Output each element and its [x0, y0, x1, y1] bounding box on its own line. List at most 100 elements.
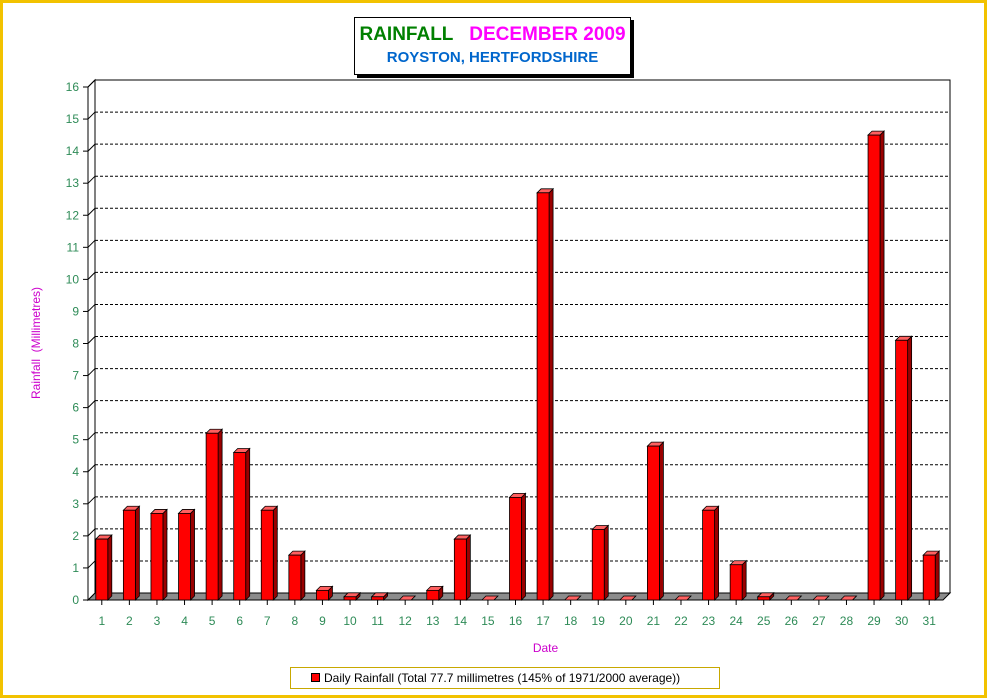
y-tick-label: 10 — [66, 272, 80, 286]
bar — [536, 192, 550, 601]
bar-side — [300, 550, 306, 601]
x-tick-label: 21 — [647, 614, 661, 628]
gridline-diagonal — [87, 528, 96, 537]
bar-top — [398, 595, 417, 601]
bar — [260, 509, 274, 601]
x-tick-label: 8 — [292, 614, 299, 628]
title-rainfall: RAINFALL — [359, 24, 454, 45]
gridline-diagonal — [87, 111, 96, 120]
x-tick-label: 6 — [236, 614, 243, 628]
bar-side — [548, 187, 554, 601]
bar — [316, 589, 329, 601]
bar — [150, 513, 164, 601]
bar — [729, 564, 743, 601]
bar — [233, 452, 247, 601]
bar-side — [714, 505, 719, 601]
gridline-diagonal — [87, 143, 96, 152]
x-tick-label: 24 — [729, 614, 743, 628]
y-tick-label: 12 — [66, 208, 80, 222]
bar-side — [107, 534, 113, 601]
x-tick-label: 30 — [895, 614, 909, 628]
bar-side — [245, 447, 251, 601]
x-tick-label: 10 — [343, 614, 357, 628]
gridline-diagonal — [87, 175, 96, 184]
bar-side — [934, 550, 940, 601]
gridline-diagonal — [87, 560, 96, 569]
y-tick-label: 2 — [72, 529, 79, 543]
bar-side — [465, 534, 471, 601]
legend: Daily Rainfall (Total 77.7 millimetres (… — [290, 667, 720, 689]
y-tick-label: 4 — [72, 465, 79, 479]
bar — [922, 554, 936, 601]
bar-side — [134, 505, 140, 601]
gridline-diagonal — [87, 368, 96, 376]
x-tick-label: 26 — [785, 614, 799, 628]
gridline-diagonal — [87, 207, 96, 216]
x-tick-label: 1 — [98, 614, 105, 628]
bar — [343, 596, 357, 601]
bar — [371, 596, 384, 601]
bar-top — [674, 595, 692, 601]
bar-top — [811, 595, 830, 601]
x-tick-label: 28 — [840, 614, 854, 628]
y-tick-label: 15 — [66, 112, 80, 126]
y-tick-label: 8 — [72, 337, 79, 351]
legend-label: Daily Rainfall (Total 77.7 millimetres (… — [324, 671, 681, 685]
bar-side — [521, 492, 526, 601]
x-tick-label: 9 — [319, 614, 326, 628]
bar — [205, 432, 219, 601]
y-axis-title: Rainfall (Millimetres) — [29, 287, 43, 399]
bar — [867, 134, 881, 601]
x-tick-label: 3 — [154, 614, 161, 628]
bar-side — [162, 508, 168, 601]
y-tick-label: 6 — [72, 401, 79, 415]
bar-side — [190, 508, 195, 601]
y-tick-label: 3 — [72, 497, 79, 511]
x-tick-label: 29 — [867, 614, 881, 628]
bar — [757, 596, 771, 601]
x-tick-label: 15 — [481, 614, 495, 628]
bar — [453, 538, 467, 601]
bar-top — [618, 595, 637, 601]
bar — [178, 513, 191, 601]
gridline-diagonal — [87, 432, 96, 441]
gridline-diagonal — [87, 272, 96, 280]
x-tick-label: 12 — [398, 614, 412, 628]
bar — [122, 509, 136, 601]
x-tick-label: 14 — [454, 614, 468, 628]
y-tick-label: 16 — [66, 80, 80, 94]
bar-side — [741, 559, 747, 601]
y-tick-label: 13 — [66, 176, 80, 190]
x-tick-label: 18 — [564, 614, 578, 628]
gridline-diagonal — [87, 336, 96, 344]
legend-swatch — [311, 673, 320, 682]
x-tick-label: 13 — [426, 614, 440, 628]
bar-top — [784, 595, 803, 601]
gridline-diagonal — [87, 239, 96, 248]
x-tick-label: 31 — [923, 614, 937, 628]
title-month: DECEMBER 2009 — [469, 24, 626, 45]
bar — [591, 529, 605, 601]
gridline-diagonal — [87, 304, 96, 312]
x-tick-label: 25 — [757, 614, 771, 628]
x-tick-label: 27 — [812, 614, 826, 628]
bar-side — [879, 130, 885, 601]
x-tick-label: 16 — [509, 614, 523, 628]
bar — [95, 538, 109, 601]
bar-side — [907, 335, 913, 601]
y-tick-label: 7 — [72, 369, 79, 383]
x-tick-label: 2 — [126, 614, 133, 628]
y-tick-label: 11 — [67, 240, 80, 254]
x-tick-label: 4 — [181, 614, 188, 628]
y-tick-label: 14 — [66, 144, 80, 158]
bar — [288, 554, 302, 601]
x-tick-label: 22 — [674, 614, 688, 628]
bar-side — [217, 428, 223, 601]
x-axis-title: Date — [533, 641, 559, 655]
y-tick-label: 0 — [72, 593, 79, 607]
bar-top — [839, 595, 858, 601]
x-tick-label: 19 — [592, 614, 606, 628]
chart-subtitle: ROYSTON, HERTFORDSHIRE — [386, 49, 599, 66]
x-tick-label: 20 — [619, 614, 633, 628]
